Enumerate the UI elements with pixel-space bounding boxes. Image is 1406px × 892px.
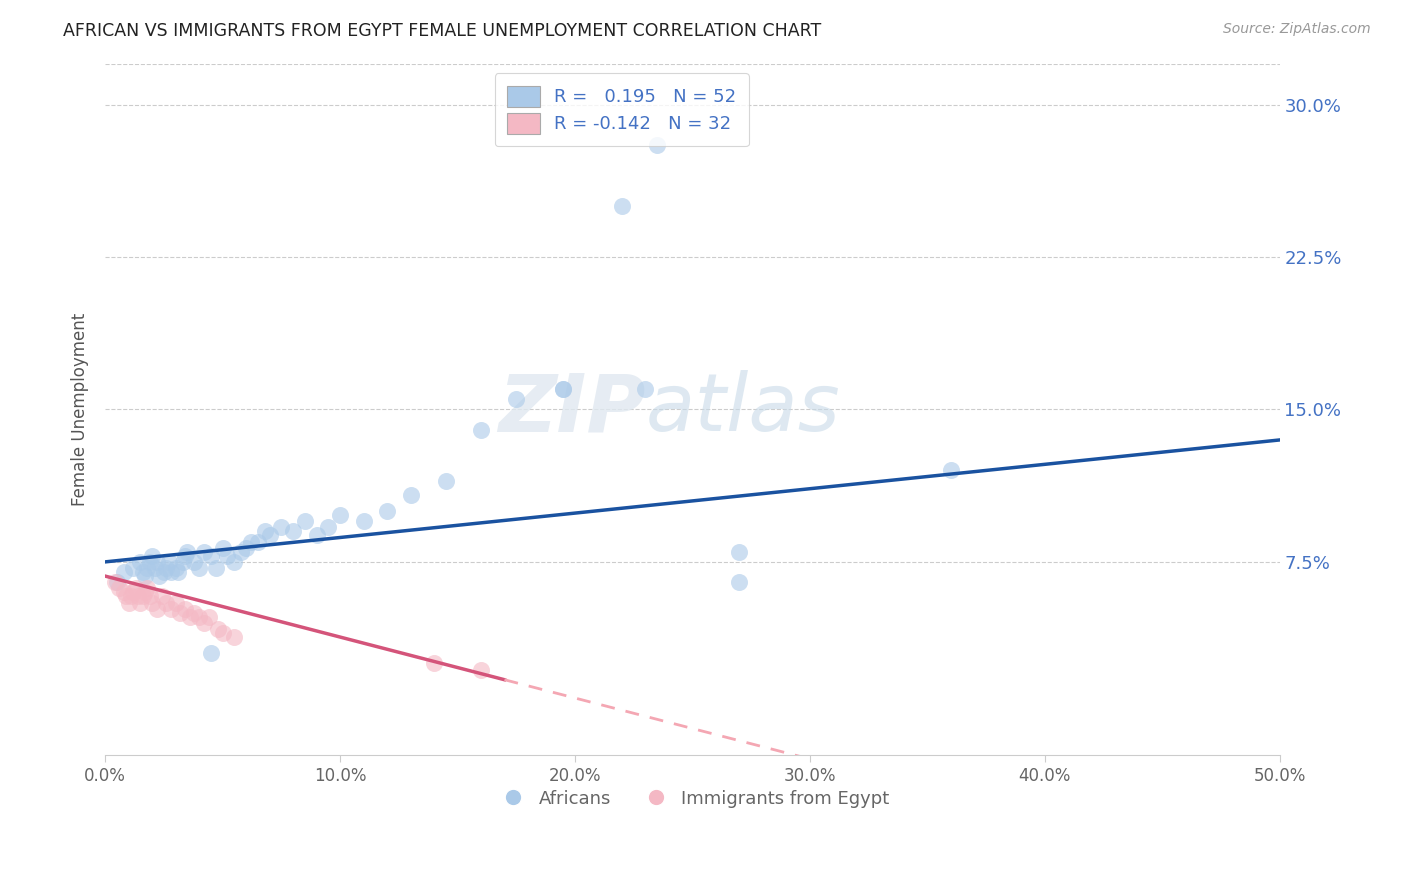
Point <box>127 590 149 604</box>
Point <box>353 514 375 528</box>
Point <box>139 590 162 604</box>
Point <box>259 528 281 542</box>
Point <box>197 609 219 624</box>
Point <box>115 590 138 604</box>
Point <box>318 520 340 534</box>
Point <box>165 561 187 575</box>
Point <box>160 601 183 615</box>
Point <box>399 488 422 502</box>
Point <box>505 392 527 407</box>
Point <box>129 555 152 569</box>
Point <box>470 663 492 677</box>
Point <box>939 463 962 477</box>
Point <box>176 545 198 559</box>
Point <box>239 534 262 549</box>
Point <box>122 585 145 599</box>
Point <box>423 657 446 671</box>
Point <box>204 561 226 575</box>
Point <box>553 382 575 396</box>
Point <box>193 545 215 559</box>
Point <box>146 601 169 615</box>
Point <box>132 565 155 579</box>
Point <box>108 582 131 596</box>
Point <box>134 585 156 599</box>
Point <box>235 541 257 555</box>
Point <box>329 508 352 523</box>
Point <box>129 595 152 609</box>
Point <box>281 524 304 539</box>
Point <box>120 590 142 604</box>
Point <box>155 561 177 575</box>
Point <box>211 541 233 555</box>
Point <box>136 561 159 575</box>
Point <box>118 595 141 609</box>
Point <box>160 565 183 579</box>
Point <box>174 549 197 563</box>
Point <box>150 590 173 604</box>
Point <box>188 561 211 575</box>
Point <box>139 555 162 569</box>
Point <box>132 590 155 604</box>
Point <box>645 138 668 153</box>
Point <box>169 606 191 620</box>
Point <box>553 382 575 396</box>
Point <box>157 555 180 569</box>
Point <box>148 569 170 583</box>
Point <box>224 555 246 569</box>
Point <box>141 595 163 609</box>
Text: Source: ZipAtlas.com: Source: ZipAtlas.com <box>1223 22 1371 37</box>
Point <box>270 520 292 534</box>
Y-axis label: Female Unemployment: Female Unemployment <box>72 313 89 506</box>
Point <box>253 524 276 539</box>
Point <box>172 555 194 569</box>
Point <box>143 561 166 575</box>
Point <box>183 606 205 620</box>
Point <box>634 382 657 396</box>
Point <box>125 582 148 596</box>
Point <box>134 569 156 583</box>
Point <box>122 561 145 575</box>
Legend: Africans, Immigrants from Egypt: Africans, Immigrants from Egypt <box>488 782 897 815</box>
Point <box>104 575 127 590</box>
Point <box>211 626 233 640</box>
Point <box>231 545 253 559</box>
Text: atlas: atlas <box>645 370 841 449</box>
Point <box>188 609 211 624</box>
Point <box>246 534 269 549</box>
Point <box>179 609 201 624</box>
Point <box>434 474 457 488</box>
Text: AFRICAN VS IMMIGRANTS FROM EGYPT FEMALE UNEMPLOYMENT CORRELATION CHART: AFRICAN VS IMMIGRANTS FROM EGYPT FEMALE … <box>63 22 821 40</box>
Point <box>470 423 492 437</box>
Point <box>165 595 187 609</box>
Point <box>200 549 222 563</box>
Point <box>112 585 135 599</box>
Point <box>294 514 316 528</box>
Point <box>146 555 169 569</box>
Point <box>153 565 176 579</box>
Point <box>141 549 163 563</box>
Point <box>193 615 215 630</box>
Point <box>105 575 128 590</box>
Point <box>167 565 190 579</box>
Point <box>217 549 239 563</box>
Point <box>112 565 135 579</box>
Point <box>305 528 328 542</box>
Point <box>174 601 197 615</box>
Point <box>136 582 159 596</box>
Text: ZIP: ZIP <box>498 370 645 449</box>
Point <box>155 595 177 609</box>
Point <box>728 545 751 559</box>
Point <box>610 199 633 213</box>
Point <box>224 630 246 644</box>
Point <box>200 646 222 660</box>
Point <box>728 575 751 590</box>
Point <box>183 555 205 569</box>
Point <box>207 622 229 636</box>
Point <box>375 504 398 518</box>
